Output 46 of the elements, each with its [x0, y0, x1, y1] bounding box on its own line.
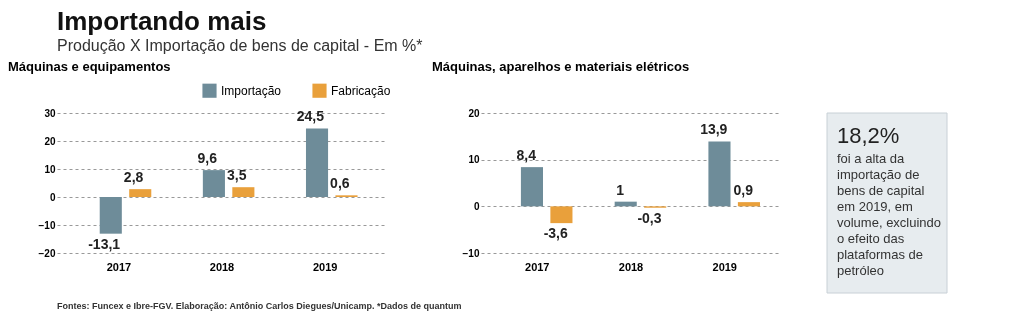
data-label: 2,8: [123, 169, 144, 186]
y-tick-label: 10: [44, 163, 56, 175]
data-label: 3,5: [227, 167, 247, 184]
y-tick-label: 20: [44, 135, 56, 147]
text: foi a alta da importação de bens de capital em 2019, em volume, excluindo o efeito das plataformas de petróleo: [837, 151, 942, 278]
text: Produção X Importação de bens de capital - Em %*: [57, 37, 423, 54]
bar: [202, 170, 225, 197]
data-label: -3,6: [543, 225, 569, 242]
y-tick-label: 10: [468, 154, 480, 166]
data-label: 0,9: [733, 182, 754, 199]
legend-label: Importação: [221, 83, 282, 98]
data-label: 24,5: [296, 108, 325, 125]
data-label: 1: [616, 181, 625, 198]
text: Fontes: Funcex e Ibre-FGV. Elaboração: Antônio Carlos Diegues/Unicamp. *Dados de quantum: [57, 301, 462, 311]
legend-label: Fabricação: [331, 83, 391, 98]
data-label: 13,9: [700, 121, 728, 138]
x-tick-label: 2018: [618, 260, 644, 273]
chart-title: Máquinas e equipamentos: [8, 59, 171, 74]
x-tick-label: 2019: [712, 260, 737, 273]
bar: [550, 206, 573, 224]
y-tick-label: 0: [49, 191, 56, 203]
bar: [305, 128, 329, 197]
x-tick-label: 2018: [209, 260, 235, 273]
y-tick-label: −10: [462, 247, 480, 259]
x-tick-label: 2019: [312, 260, 338, 273]
data-label: 9,6: [197, 150, 218, 167]
bar: [129, 189, 152, 197]
y-tick-label: 0: [473, 200, 480, 212]
y-tick-label: −10: [38, 219, 56, 231]
data-label: 0,6: [330, 175, 350, 192]
data-label: 8,4: [516, 147, 537, 164]
x-tick-label: 2017: [525, 260, 550, 273]
text: 18,2%: [837, 123, 900, 148]
bar: [520, 167, 544, 207]
y-tick-label: −20: [38, 247, 56, 259]
y-tick-label: 30: [44, 107, 56, 119]
chart-title: Máquinas, aparelhos e materiais elétricos: [432, 59, 690, 74]
text: Importando mais: [57, 6, 267, 36]
y-tick-label: 20: [468, 107, 480, 119]
data-label: -0,3: [637, 209, 662, 226]
bar: [737, 202, 760, 207]
bar: [232, 187, 255, 197]
bar: [99, 197, 122, 234]
bar: [708, 141, 731, 207]
data-label: -13,1: [88, 235, 121, 252]
x-tick-label: 2017: [106, 260, 132, 273]
